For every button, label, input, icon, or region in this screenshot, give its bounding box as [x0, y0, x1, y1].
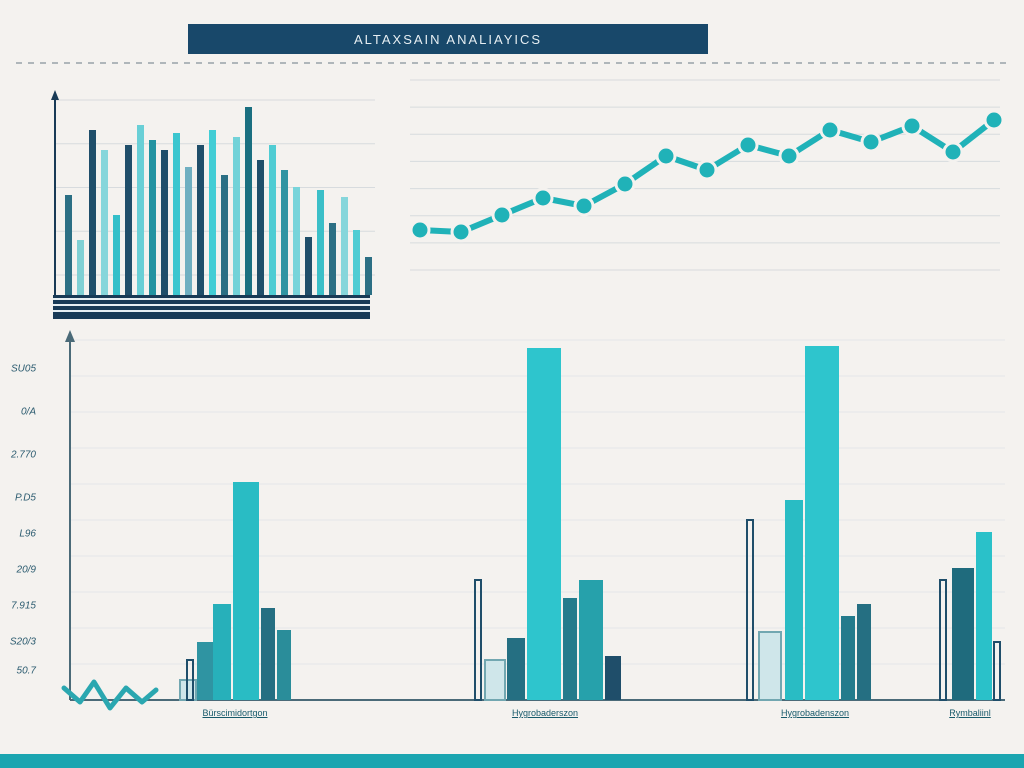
- xcat-label: Rymbaliinl: [910, 708, 1024, 718]
- xcat-label: Hygrobaderszon: [485, 708, 605, 718]
- dashboard-canvas: ALTAXSAIN ANALIAYICS SU050/A2.770P.D5L96…: [0, 0, 1024, 768]
- ytick-label: 20/9: [0, 565, 36, 576]
- ytick-label: P.D5: [0, 493, 36, 504]
- xcat-label: Bürscimidortgon: [175, 708, 295, 718]
- footer-accent-band: [0, 754, 1024, 768]
- panel-mini-bars: [35, 90, 380, 310]
- ytick-label: S20/3: [0, 637, 36, 648]
- top-separator: [0, 0, 1024, 80]
- ytick-label: 7.915: [0, 601, 36, 612]
- ytick-label: 2.770: [0, 450, 36, 461]
- ytick-label: SU05: [0, 363, 36, 374]
- ytick-label: 0/A: [0, 407, 36, 418]
- panel-line-chart: [400, 80, 1010, 270]
- ytick-label: L96: [0, 529, 36, 540]
- xcat-label: Hygrobadenszon: [755, 708, 875, 718]
- panel-main-chart: [40, 330, 1010, 730]
- ytick-label: 50.7: [0, 666, 36, 677]
